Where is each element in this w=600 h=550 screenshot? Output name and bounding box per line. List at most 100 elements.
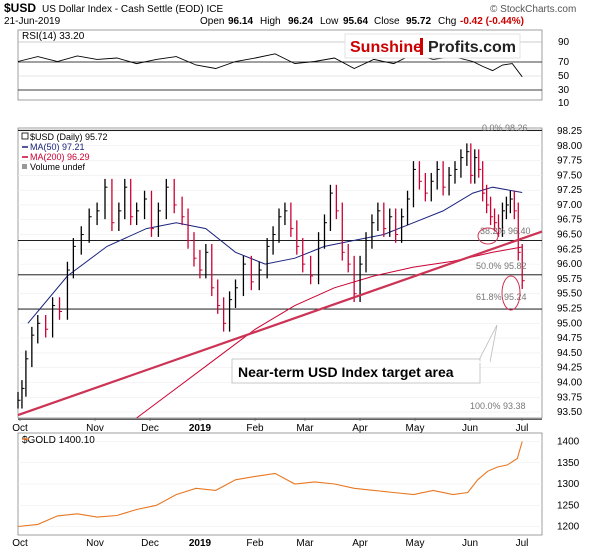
price-x-axis: Oct Nov Dec 2019 Feb Mar Apr May Jun Jul	[12, 418, 528, 434]
close-label: Close	[374, 16, 400, 27]
price-y-tick-label: 95.50	[557, 289, 582, 300]
rsi-tick-30: 30	[558, 85, 570, 96]
price-y-tick-label: 93.50	[557, 407, 582, 418]
legend-volume: Volume undef	[30, 162, 86, 172]
logo-background	[344, 33, 521, 59]
gold-y-tick-label: 1200	[557, 522, 580, 533]
gold-y-tick-label: 1250	[557, 500, 580, 511]
gold-x-tick-label: Feb	[246, 538, 264, 549]
open-value: 96.14	[228, 16, 253, 27]
low-label: Low	[320, 16, 339, 27]
rsi-tick-50: 50	[558, 71, 570, 82]
price-x-tick-label: Jun	[462, 423, 478, 434]
gold-x-tick-label: Jul	[516, 538, 529, 549]
gold-x-tick-label: 2019	[189, 538, 212, 549]
chart-date: 21-Jun-2019	[4, 16, 61, 27]
support-trendline	[17, 230, 543, 417]
price-x-tick-label: Jul	[516, 423, 529, 434]
price-y-tick-label: 96.00	[557, 259, 582, 270]
price-x-tick-label: May	[406, 423, 425, 434]
price-y-tick-label: 97.75	[557, 156, 582, 167]
symbol-title: $USD	[4, 1, 36, 15]
circle-38-2-level	[477, 227, 499, 245]
price-legend: $USD (Daily) 95.72 MA(50) 97.21 MA(200) …	[21, 132, 108, 172]
gold-x-tick-label: Jun	[462, 538, 478, 549]
legend-price: $USD (Daily) 95.72	[30, 132, 108, 142]
rsi-tick-90: 90	[558, 37, 570, 48]
price-y-tick-label: 97.25	[557, 185, 582, 196]
gold-x-tick-label: Apr	[352, 538, 368, 549]
high-value: 96.24	[288, 16, 313, 27]
gold-panel: $GOLD 1400.10 1400 1350 1300 1250 1200 Oct No…	[12, 432, 580, 549]
price-y-tick-label: 94.00	[557, 377, 582, 388]
price-x-tick-label: Mar	[296, 423, 314, 434]
price-y-tick-label: 96.25	[557, 244, 582, 255]
gold-x-tick-label: Oct	[12, 538, 28, 549]
logo-part-profits: Profits.com	[428, 39, 516, 56]
rsi-title: RSI(14) 33.20	[22, 31, 85, 42]
gold-x-tick-label: Nov	[86, 538, 104, 549]
price-x-tick-label: Nov	[86, 423, 104, 434]
symbol-name: US Dollar Index - Cash Settle (EOD) ICE	[42, 4, 223, 15]
gold-price-line	[17, 441, 523, 528]
fib-label-50: 50.0% 95.82	[476, 261, 527, 271]
legend-ma50: MA(50) 97.21	[30, 142, 85, 152]
gold-x-tick-label: Dec	[141, 538, 159, 549]
fib-label-618: 61.8% 95.24	[476, 292, 527, 302]
price-y-tick-label: 98.00	[557, 141, 582, 152]
gold-x-tick-label: May	[406, 538, 425, 549]
legend-ma200: MA(200) 96.29	[30, 152, 90, 162]
price-y-tick-label: 95.75	[557, 274, 582, 285]
price-x-tick-label: Apr	[352, 423, 368, 434]
logo-part-sunshine: Sunshine	[350, 39, 422, 56]
price-x-tick-label: Dec	[141, 423, 159, 434]
gold-y-tick-label: 1400	[557, 437, 580, 448]
fib-label-0: 0.0% 98.26	[482, 123, 528, 133]
gold-gridlines	[18, 441, 542, 527]
chg-label: Chg	[438, 16, 456, 27]
close-value: 95.72	[406, 16, 431, 27]
logo-divider	[420, 38, 423, 55]
gold-y-tick-label: 1300	[557, 479, 580, 490]
open-label: Open	[200, 16, 224, 27]
price-y-axis: 98.25 98.00 97.75 97.50 97.25 97.00 96.75 96.50…	[557, 126, 582, 418]
fibonacci-levels	[18, 129, 542, 420]
ma50-line	[27, 186, 523, 324]
legend-price-swatch	[21, 132, 29, 140]
price-y-tick-label: 94.25	[557, 363, 582, 374]
price-y-tick-label: 94.75	[557, 333, 582, 344]
price-x-tick-label: 2019	[189, 423, 212, 434]
gold-x-tick-label: Mar	[296, 538, 314, 549]
price-y-tick-label: 97.00	[557, 200, 582, 211]
gold-y-axis: 1400 1350 1300 1250 1200	[557, 437, 580, 533]
annotation-text: Near-term USD Index target area	[238, 364, 454, 380]
chg-value: -0.42 (-0.44%)	[460, 16, 524, 27]
callout-box	[231, 358, 481, 384]
price-panel: 98.25 98.00 97.75 97.50 97.25 97.00 96.75 96.50…	[12, 123, 582, 434]
price-x-tick-label: Oct	[12, 423, 28, 434]
sunshine-profits-logo: Sunshine Profits.com	[344, 33, 521, 59]
gold-title: $GOLD 1400.10	[22, 435, 95, 446]
price-y-tick-label: 95.00	[557, 318, 582, 329]
low-value: 95.64	[343, 16, 368, 27]
price-y-tick-label: 96.50	[557, 230, 582, 241]
legend-volume-swatch	[22, 164, 27, 169]
source-credit: © StockCharts.com	[490, 4, 576, 15]
gold-x-axis: Oct Nov Dec 2019 Feb Mar Apr May Jun Jul	[12, 538, 528, 549]
price-y-tick-label: 97.50	[557, 170, 582, 181]
target-area-callout: Near-term USD Index target area	[231, 324, 498, 384]
fib-label-382: 38.2% 96.40	[480, 226, 531, 236]
price-y-tick-label: 96.75	[557, 215, 582, 226]
rsi-tick-10: 10	[558, 98, 570, 109]
price-y-tick-label: 94.50	[557, 348, 582, 359]
circle-target-area	[501, 275, 521, 311]
high-label: High	[260, 16, 281, 27]
price-y-tick-label: 93.75	[557, 392, 582, 403]
price-y-tick-label: 95.25	[557, 304, 582, 315]
rsi-tick-70: 70	[558, 57, 570, 68]
chart-header: $USD US Dollar Index - Cash Settle (EOD)…	[4, 1, 576, 27]
gold-y-tick-label: 1350	[557, 458, 580, 469]
rsi-series-line	[17, 53, 523, 78]
price-y-tick-label: 98.25	[557, 126, 582, 137]
